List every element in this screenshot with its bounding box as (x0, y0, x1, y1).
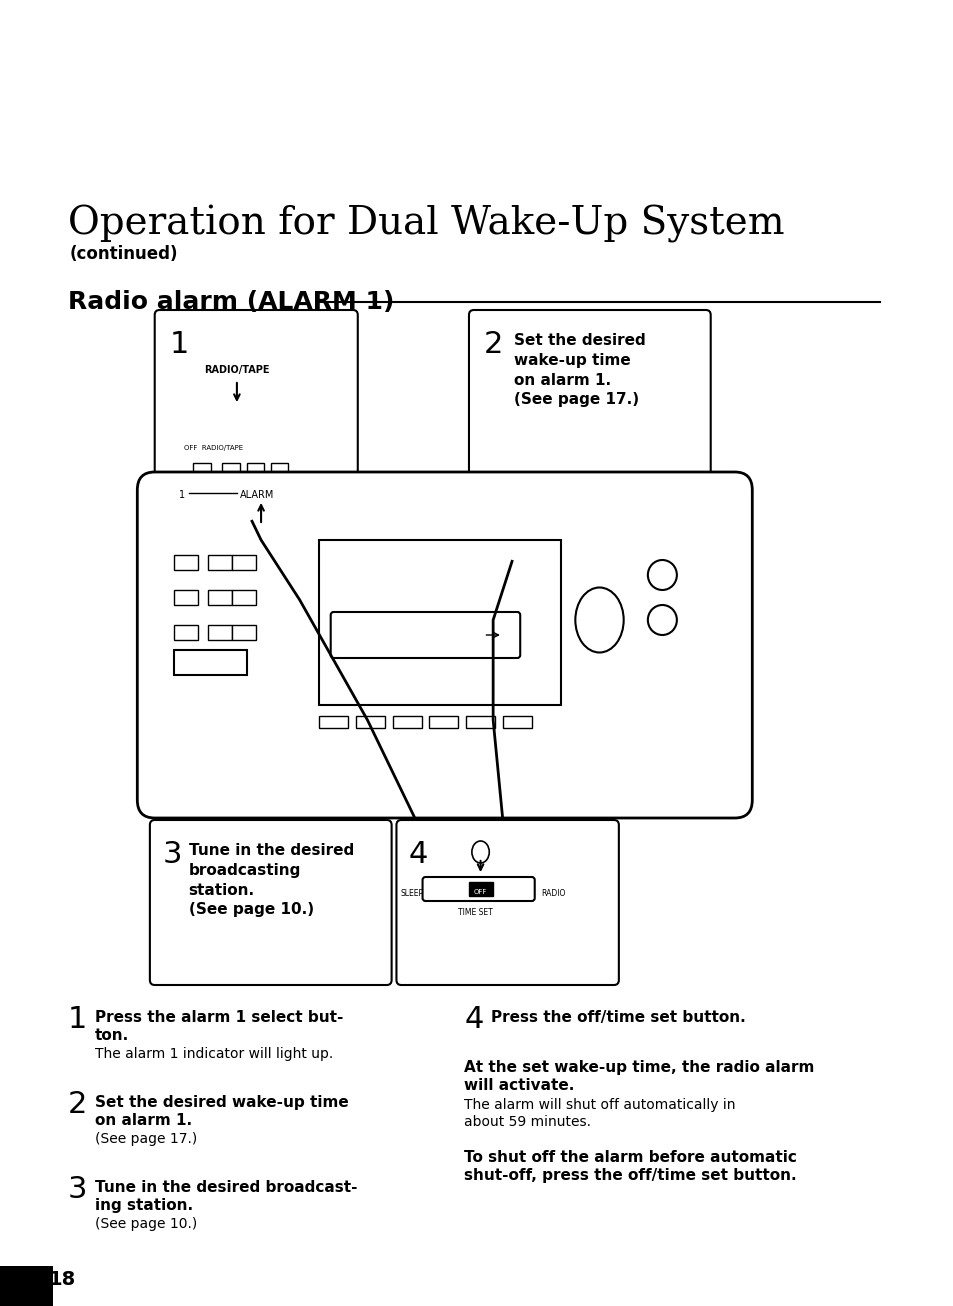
FancyBboxPatch shape (331, 613, 519, 658)
Text: 1: 1 (68, 1006, 87, 1034)
Bar (469, 882, 493, 896)
Bar (208, 590, 232, 605)
FancyBboxPatch shape (422, 878, 535, 901)
Text: 1: 1 (169, 330, 189, 359)
Bar (393, 716, 421, 727)
Bar (208, 555, 232, 569)
Bar (271, 464, 288, 475)
Text: To shut off the alarm before automatic: To shut off the alarm before automatic (464, 1151, 796, 1165)
Text: 2: 2 (483, 330, 502, 359)
Bar (193, 464, 211, 475)
Bar (318, 716, 348, 727)
Circle shape (647, 560, 677, 590)
Ellipse shape (575, 588, 623, 653)
Bar (466, 716, 495, 727)
Text: ALARM: ALARM (239, 490, 274, 500)
Text: The alarm 1 indicator will light up.: The alarm 1 indicator will light up. (94, 1047, 333, 1060)
Text: 18: 18 (49, 1269, 75, 1289)
Text: 4: 4 (464, 1006, 483, 1034)
Text: will activate.: will activate. (464, 1077, 574, 1093)
Text: Set the desired wake-up time: Set the desired wake-up time (94, 1094, 348, 1110)
Bar (173, 555, 198, 569)
Text: OFF: OFF (474, 889, 487, 895)
Text: Press the alarm 1 select but-: Press the alarm 1 select but- (94, 1010, 343, 1025)
Text: (See page 10.): (See page 10.) (94, 1217, 197, 1232)
Text: Tune in the desired broadcast-: Tune in the desired broadcast- (94, 1181, 356, 1195)
Bar (222, 464, 239, 475)
Text: The alarm will shut off automatically in: The alarm will shut off automatically in (464, 1098, 735, 1111)
FancyBboxPatch shape (154, 310, 357, 530)
Text: on alarm 1.: on alarm 1. (94, 1113, 192, 1128)
Text: TIME SET: TIME SET (457, 908, 493, 917)
Text: At the set wake-up time, the radio alarm: At the set wake-up time, the radio alarm (464, 1060, 814, 1075)
Ellipse shape (472, 841, 489, 863)
Bar (232, 555, 256, 569)
Bar (318, 539, 560, 705)
Text: 2: 2 (68, 1091, 87, 1119)
Bar (232, 590, 256, 605)
Text: SLEEP: SLEEP (400, 889, 423, 899)
Bar (246, 464, 264, 475)
Text: about 59 minutes.: about 59 minutes. (464, 1115, 591, 1128)
Text: Radio alarm (ALARM 1): Radio alarm (ALARM 1) (68, 290, 394, 313)
Text: Set the desired
wake-up time
on alarm 1.
(See page 17.): Set the desired wake-up time on alarm 1.… (514, 333, 645, 407)
FancyBboxPatch shape (396, 820, 618, 985)
Text: RADIO/TAPE: RADIO/TAPE (204, 364, 270, 375)
Text: shut-off, press the off/time set button.: shut-off, press the off/time set button. (464, 1168, 796, 1183)
Text: OFF  RADIO/TAPE: OFF RADIO/TAPE (184, 445, 243, 451)
Text: Operation for Dual Wake-Up System: Operation for Dual Wake-Up System (68, 205, 783, 243)
Text: Tune in the desired
broadcasting
station.
(See page 10.): Tune in the desired broadcasting station… (189, 842, 354, 917)
Text: 4: 4 (409, 840, 428, 868)
Bar (502, 716, 531, 727)
FancyBboxPatch shape (469, 310, 710, 495)
Circle shape (647, 605, 677, 635)
Bar (429, 716, 457, 727)
Text: (continued): (continued) (70, 246, 178, 263)
Bar (173, 590, 198, 605)
Bar (355, 716, 384, 727)
Bar (0, 1266, 53, 1306)
Text: RADIO: RADIO (541, 889, 565, 899)
Text: Press the off/time set button.: Press the off/time set button. (491, 1010, 745, 1025)
Text: ton.: ton. (94, 1028, 129, 1043)
Bar (173, 626, 198, 640)
FancyBboxPatch shape (150, 820, 391, 985)
FancyBboxPatch shape (137, 471, 752, 818)
Bar (173, 650, 246, 675)
Text: 3: 3 (68, 1175, 87, 1204)
Text: 3: 3 (162, 840, 182, 868)
Text: ing station.: ing station. (94, 1198, 193, 1213)
Bar (232, 626, 256, 640)
Text: (See page 17.): (See page 17.) (94, 1132, 197, 1145)
Bar (208, 626, 232, 640)
Text: 1: 1 (179, 490, 185, 500)
